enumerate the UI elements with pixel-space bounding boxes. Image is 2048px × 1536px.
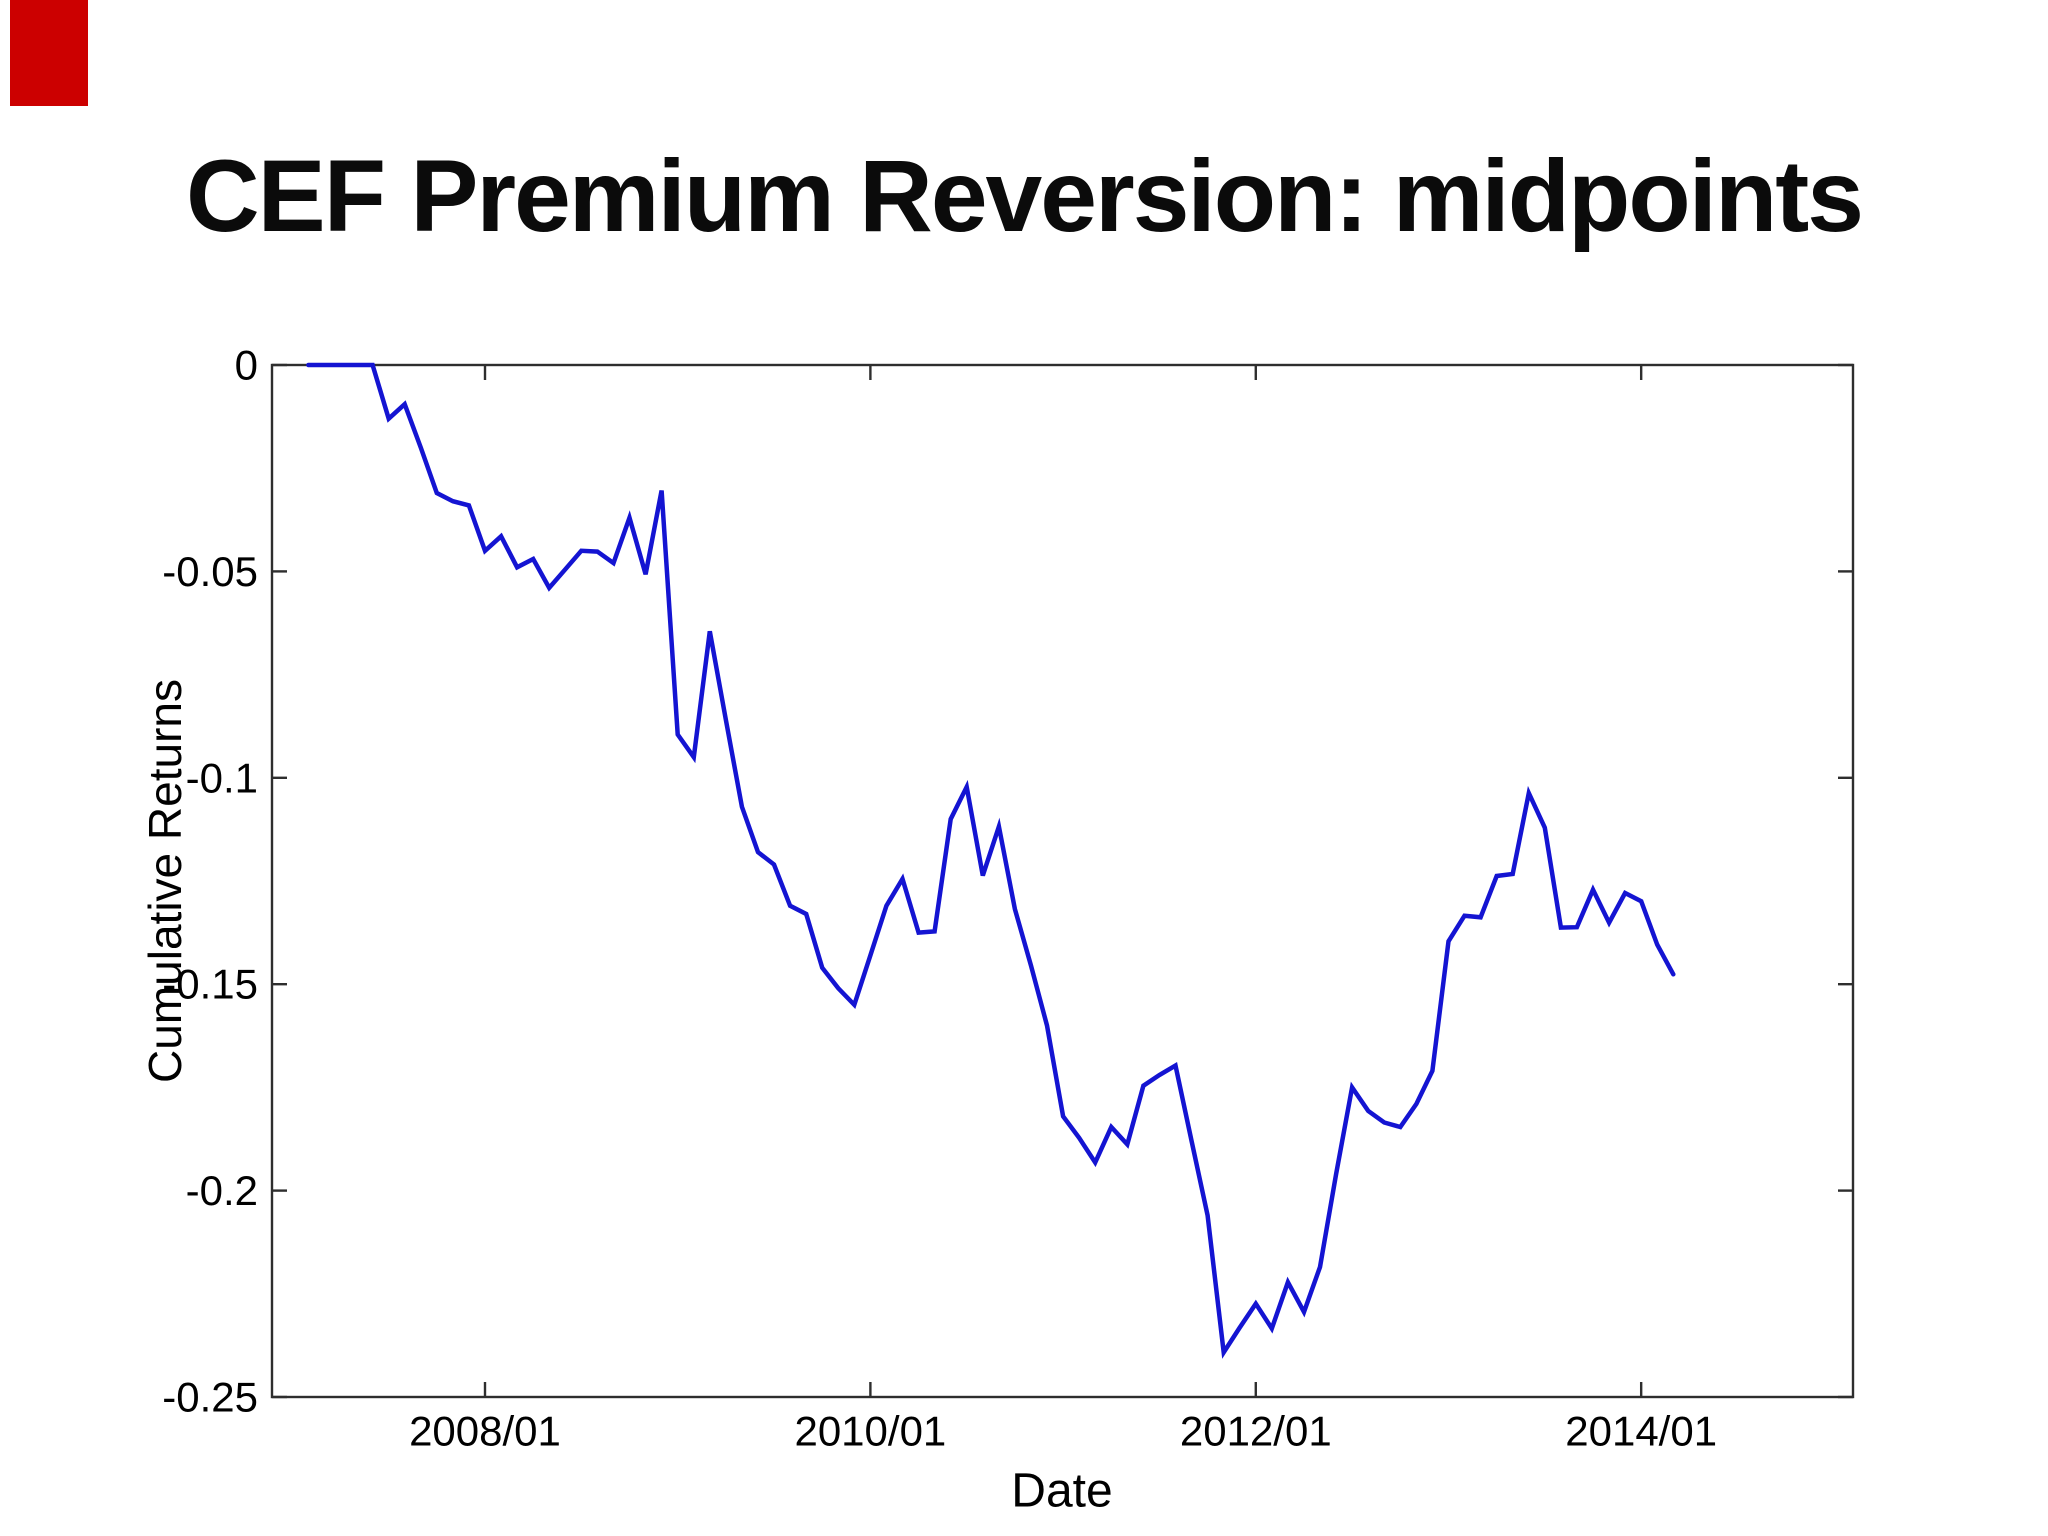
y-tick-label: -0.2 (186, 1167, 258, 1214)
y-tick-label: -0.05 (162, 548, 258, 595)
y-tick-label: 0 (235, 342, 258, 389)
corner-accent-marker (10, 0, 88, 106)
x-tick-label: 2008/01 (409, 1407, 561, 1454)
y-tick-label: -0.1 (186, 754, 258, 801)
chart-title: CEF Premium Reversion: midpoints (186, 139, 1864, 253)
y-tick-label: -0.25 (162, 1374, 258, 1421)
x-tick-label: 2014/01 (1565, 1407, 1717, 1454)
plot-box (270, 363, 1855, 1399)
y-tick-label: -0.15 (162, 961, 258, 1008)
y-axis-label: Cumulative Returns (139, 679, 191, 1083)
x-axis-label: Date (1011, 1464, 1113, 1518)
x-tick-label: 2012/01 (1180, 1407, 1332, 1454)
x-tick-label: 2010/01 (794, 1407, 946, 1454)
data-line-midpoints (306, 362, 1676, 1359)
